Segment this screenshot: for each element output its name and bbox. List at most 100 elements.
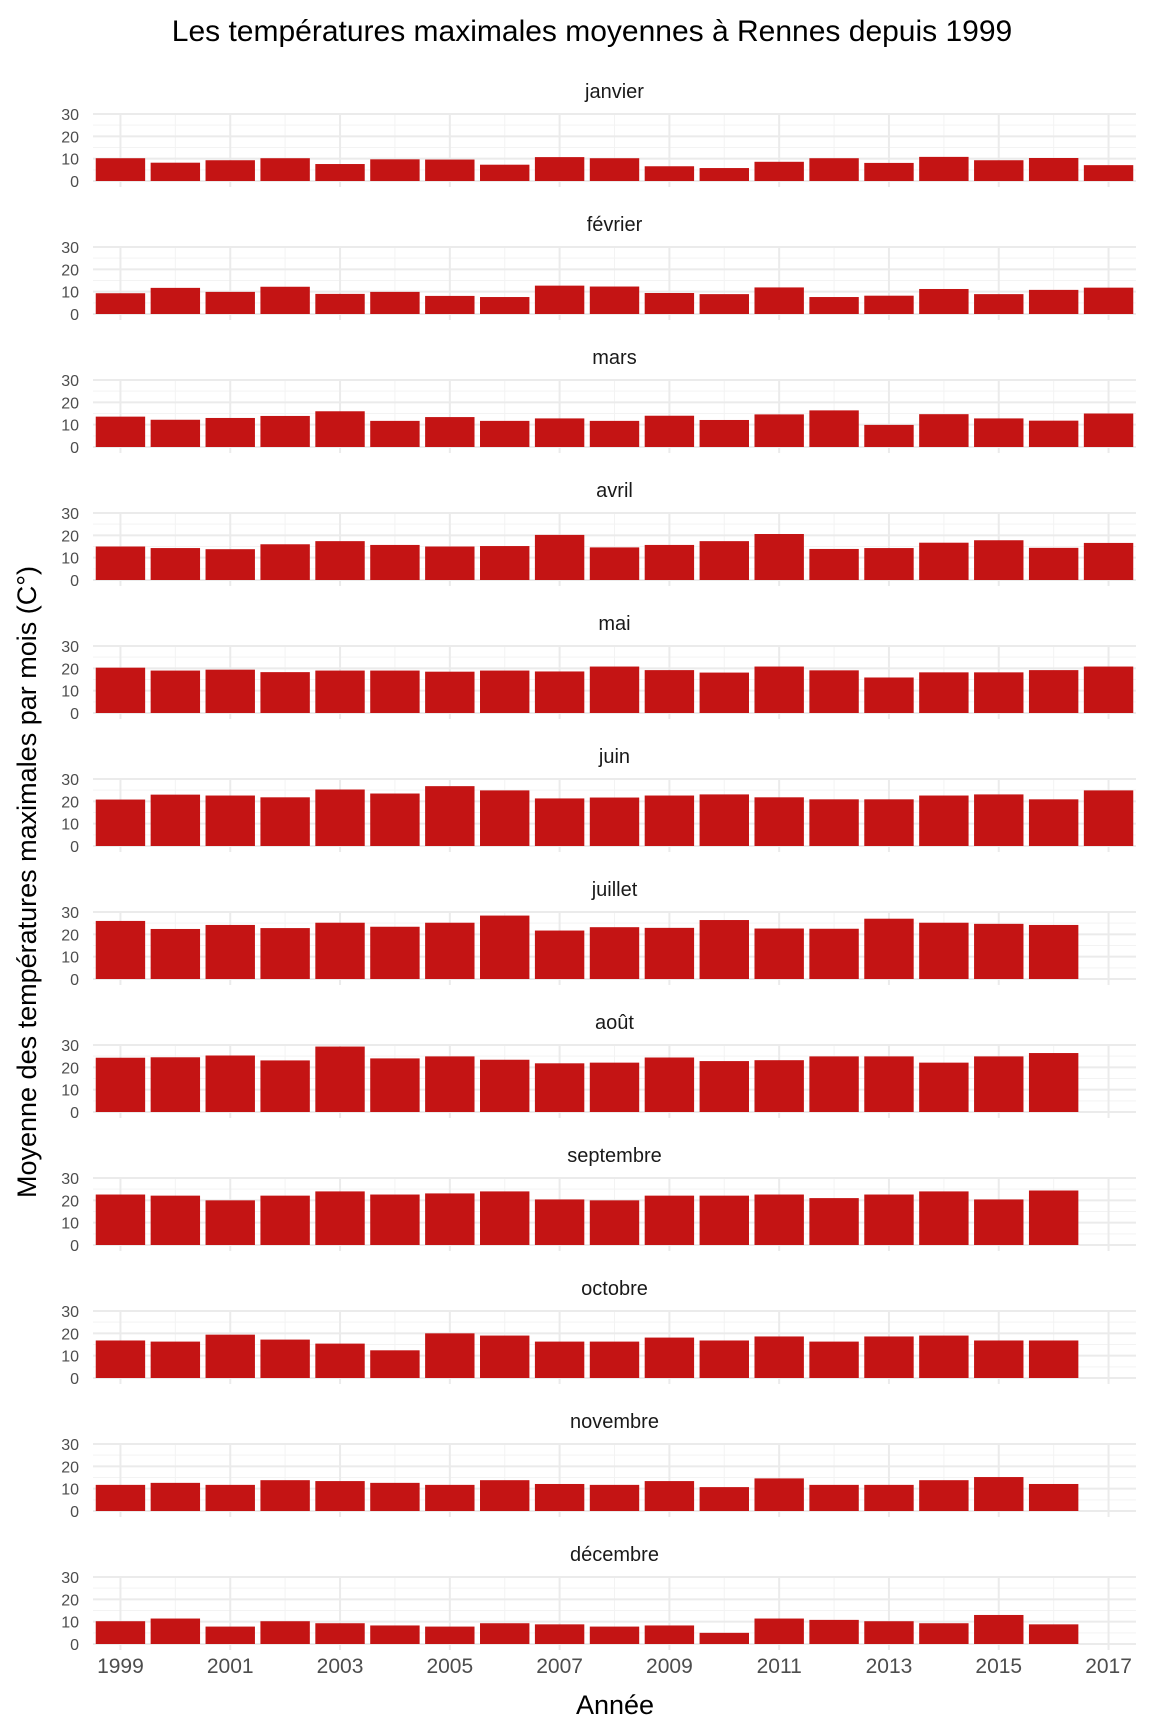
y-tick-label: 30 xyxy=(61,107,79,124)
bar-avril-2005 xyxy=(425,546,475,580)
bar-janvier-2017 xyxy=(1083,165,1134,181)
bar-décembre-2001 xyxy=(205,1626,255,1644)
bar-février-2012 xyxy=(809,297,859,314)
bar-juillet-1999 xyxy=(95,920,146,979)
panel-label: juillet xyxy=(591,879,638,901)
bar-juillet-2006 xyxy=(480,915,530,979)
y-tick-label: 30 xyxy=(61,1171,79,1188)
bar-mai-2001 xyxy=(205,669,255,713)
y-tick-label: 30 xyxy=(61,639,79,656)
y-tick-label: 0 xyxy=(70,1238,79,1255)
bar-août-2008 xyxy=(589,1062,640,1112)
bar-septembre-2006 xyxy=(480,1191,530,1245)
bar-mai-2013 xyxy=(864,677,914,713)
bar-avril-2010 xyxy=(699,541,749,580)
bar-novembre-2009 xyxy=(644,1481,695,1511)
bar-août-2014 xyxy=(919,1062,969,1112)
bar-décembre-2008 xyxy=(589,1626,640,1644)
bar-mai-1999 xyxy=(95,667,146,713)
x-ticks: 1999 2001 2003 2005 2007 2009 2011 2013 2015 2017 xyxy=(97,1655,1132,1678)
panel-août: août 0 10 20 30 xyxy=(61,1012,1136,1122)
bar-mars-2002 xyxy=(260,415,310,447)
bar-avril-2004 xyxy=(370,544,420,580)
bar-juillet-2000 xyxy=(150,928,201,979)
bar-juin-2012 xyxy=(809,799,859,846)
bar-mai-2005 xyxy=(425,671,475,713)
bar-mars-2015 xyxy=(974,418,1024,447)
bar-octobre-2010 xyxy=(699,1340,749,1378)
bar-mai-2011 xyxy=(754,666,804,713)
panel-label: janvier xyxy=(584,81,644,103)
bar-mars-2007 xyxy=(534,418,585,447)
bar-février-2003 xyxy=(315,293,365,314)
bar-janvier-2007 xyxy=(534,157,585,181)
x-axis-label: Année xyxy=(576,1690,654,1720)
y-tick-label: 10 xyxy=(61,684,79,701)
bar-juillet-2011 xyxy=(754,928,804,979)
panel-février: février 0 10 20 30 xyxy=(61,214,1136,324)
bar-mars-2001 xyxy=(205,417,255,447)
y-tick-label: 30 xyxy=(61,772,79,789)
bar-juillet-2001 xyxy=(205,924,255,979)
bar-février-2014 xyxy=(919,288,969,314)
bar-septembre-2001 xyxy=(205,1200,255,1245)
bar-décembre-1999 xyxy=(95,1621,146,1644)
bar-décembre-2009 xyxy=(644,1625,695,1644)
bar-juillet-2014 xyxy=(919,922,969,979)
y-tick-label: 10 xyxy=(61,1615,79,1632)
x-tick-label: 2009 xyxy=(646,1655,693,1678)
bar-décembre-2005 xyxy=(425,1626,475,1644)
bar-mai-2006 xyxy=(480,670,530,713)
y-tick-label: 10 xyxy=(61,817,79,834)
y-tick-label: 0 xyxy=(70,174,79,191)
bar-août-2007 xyxy=(534,1063,585,1112)
x-tick-label: 2013 xyxy=(866,1655,913,1678)
bar-septembre-2003 xyxy=(315,1191,365,1245)
y-tick-label: 10 xyxy=(61,950,79,967)
bar-juin-2004 xyxy=(370,793,420,846)
y-tick-label: 30 xyxy=(61,1038,79,1055)
bar-janvier-2001 xyxy=(205,160,255,181)
bar-août-2015 xyxy=(974,1056,1024,1112)
y-tick-label: 10 xyxy=(61,1482,79,1499)
bar-novembre-2011 xyxy=(754,1478,804,1511)
bar-août-2003 xyxy=(315,1046,365,1112)
bar-mars-2011 xyxy=(754,414,804,447)
bar-février-2016 xyxy=(1028,289,1079,314)
bar-mars-2008 xyxy=(589,420,640,447)
y-tick-label: 10 xyxy=(61,418,79,435)
bar-mars-1999 xyxy=(95,416,146,447)
y-tick-label: 10 xyxy=(61,1216,79,1233)
y-tick-label: 30 xyxy=(61,905,79,922)
x-tick-label: 1999 xyxy=(97,1655,144,1678)
bar-janvier-2006 xyxy=(480,164,530,181)
bar-mars-2016 xyxy=(1028,420,1079,447)
panel-avril: avril 0 10 20 30 xyxy=(61,480,1136,590)
bar-août-2000 xyxy=(150,1057,201,1112)
bar-janvier-2015 xyxy=(974,160,1024,181)
bar-janvier-2013 xyxy=(864,162,914,181)
bar-mai-2014 xyxy=(919,672,969,713)
x-tick-label: 2011 xyxy=(757,1655,802,1678)
bar-novembre-2007 xyxy=(534,1483,585,1511)
bar-avril-2008 xyxy=(589,547,640,580)
bar-septembre-2002 xyxy=(260,1195,310,1245)
bar-novembre-2008 xyxy=(589,1484,640,1511)
bar-novembre-2012 xyxy=(809,1484,859,1511)
bar-février-2006 xyxy=(480,297,530,314)
y-tick-label: 20 xyxy=(61,528,79,545)
bar-janvier-2012 xyxy=(809,158,859,181)
bar-février-2011 xyxy=(754,287,804,314)
bar-décembre-2011 xyxy=(754,1618,804,1644)
bar-décembre-2007 xyxy=(534,1624,585,1644)
panel-label: novembre xyxy=(570,1411,659,1433)
bar-novembre-2006 xyxy=(480,1480,530,1511)
bar-mai-2015 xyxy=(974,672,1024,713)
bar-octobre-2004 xyxy=(370,1350,420,1378)
bar-juin-2000 xyxy=(150,794,201,846)
bar-mars-2000 xyxy=(150,419,201,447)
panels: janvier0102030février0102030mars0102030a… xyxy=(61,81,1136,1654)
bar-mars-2013 xyxy=(864,424,914,447)
bar-février-2004 xyxy=(370,291,420,314)
bar-octobre-2006 xyxy=(480,1335,530,1378)
